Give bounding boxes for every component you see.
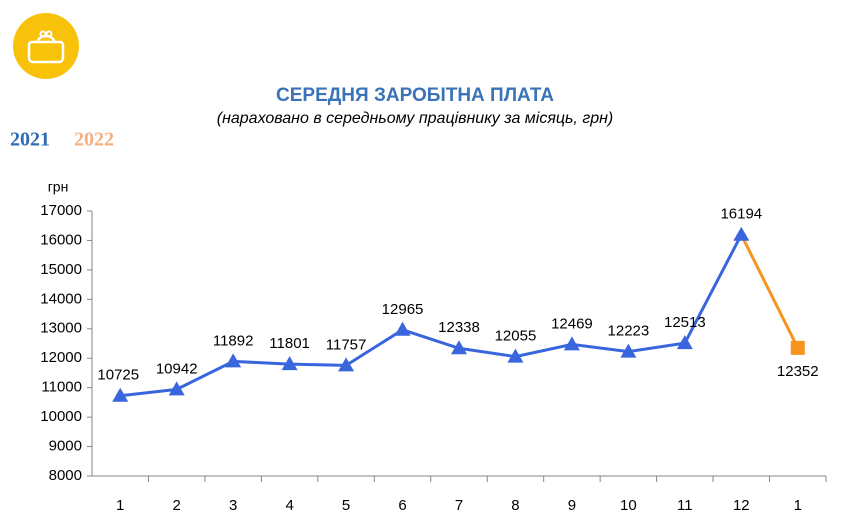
chart-title: СЕРЕДНЯ ЗАРОБІТНА ПЛАТА (276, 85, 554, 106)
y-tick-label: 16000 (40, 231, 82, 248)
x-tick-label: 7 (455, 497, 463, 514)
y-tick-label: 8000 (49, 467, 82, 484)
x-tick-label: 1 (794, 497, 802, 514)
legend-entry: 2021 (10, 129, 50, 151)
y-axis-label: грн (48, 179, 69, 195)
wallet-icon (13, 13, 79, 79)
series-connector (739, 234, 800, 349)
marker (451, 340, 467, 355)
series-line (120, 234, 743, 398)
data-label: 12513 (664, 314, 706, 331)
x-tick-label: 3 (229, 497, 237, 514)
marker (676, 335, 693, 350)
x-tick-label: 4 (285, 497, 293, 514)
x-tick-label: 12 (733, 497, 750, 514)
marker (338, 357, 355, 372)
marker (394, 321, 411, 336)
x-tick-label: 10 (620, 497, 637, 514)
marker (225, 353, 242, 368)
x-tick-label: 11 (677, 497, 693, 514)
y-tick-label: 10000 (40, 408, 82, 425)
marker (790, 340, 805, 355)
y-tick-label: 17000 (40, 202, 82, 219)
data-label: 11801 (269, 335, 310, 352)
x-tick-label: 9 (568, 497, 576, 514)
data-label: 12965 (382, 301, 424, 318)
marker (733, 226, 750, 241)
legend-entry: 2022 (74, 129, 114, 151)
data-label: 12338 (438, 319, 480, 336)
marker (563, 336, 580, 351)
data-label: 12055 (495, 328, 537, 345)
data-label: 12223 (608, 323, 650, 340)
data-label: 12352 (777, 363, 819, 380)
chart-subtitle: (нараховано в середньому працівнику за м… (217, 110, 614, 127)
data-label: 11757 (326, 336, 367, 353)
data-label: 10725 (97, 367, 139, 384)
y-tick-label: 11000 (41, 379, 82, 396)
data-label: 12469 (551, 315, 593, 332)
data-label: 16194 (720, 206, 762, 223)
y-tick-label: 15000 (40, 261, 82, 278)
x-tick-label: 2 (173, 497, 181, 514)
x-tick-label: 5 (342, 497, 350, 514)
data-label: 10942 (156, 360, 198, 377)
marker (168, 381, 185, 396)
marker (281, 356, 298, 371)
data-label: 11892 (213, 332, 254, 349)
x-tick-label: 8 (511, 497, 519, 514)
marker (620, 343, 637, 358)
y-tick-label: 12000 (40, 349, 82, 366)
x-tick-label: 6 (398, 497, 406, 514)
marker (112, 387, 129, 402)
y-tick-label: 14000 (40, 290, 82, 307)
marker (507, 348, 524, 363)
y-tick-label: 13000 (40, 320, 82, 337)
x-tick-label: 1 (116, 497, 124, 514)
y-tick-label: 9000 (49, 438, 82, 455)
